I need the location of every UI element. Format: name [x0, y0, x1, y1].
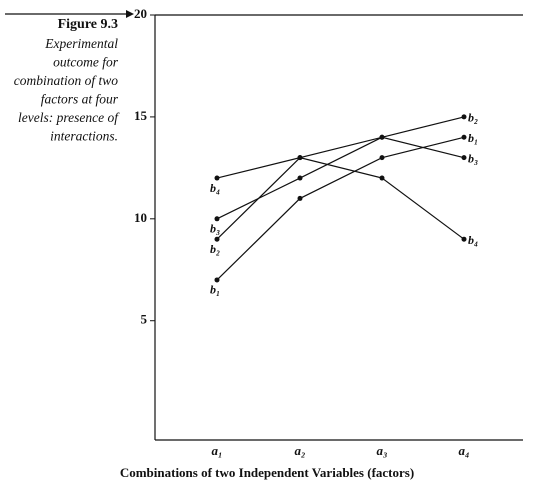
data-point	[461, 114, 467, 120]
data-point	[461, 236, 467, 242]
caption-line: outcome for	[53, 55, 119, 70]
x-tick-label: a₄	[458, 443, 469, 458]
data-point	[214, 216, 220, 222]
series-label-start: b₂	[210, 242, 220, 256]
series-label-end: b₂	[468, 111, 478, 125]
data-point	[297, 195, 303, 201]
caption-line: interactions.	[50, 129, 118, 144]
caption-line: levels: presence of	[18, 110, 120, 125]
series-line	[216, 136, 465, 220]
series-label-start: b₃	[210, 222, 220, 236]
series-label-end: b₁	[468, 131, 478, 145]
y-tick-label: 15	[134, 108, 148, 123]
x-tick-label: a₁	[211, 443, 222, 458]
caption-arrow-head	[126, 10, 134, 18]
y-tick-label: 10	[134, 210, 147, 225]
y-tick-label: 5	[141, 312, 148, 327]
series-line	[216, 157, 465, 240]
x-axis-title: Combinations of two Independent Variable…	[120, 465, 414, 480]
data-point	[214, 175, 220, 181]
series-label-start: b₄	[210, 181, 220, 195]
x-tick-label: a₃	[376, 443, 387, 458]
data-point	[461, 134, 467, 140]
data-point	[461, 155, 467, 161]
caption-line: Experimental	[44, 36, 118, 51]
data-point	[297, 155, 303, 161]
data-point	[214, 236, 220, 242]
y-tick-label: 20	[134, 6, 147, 21]
series-label-start: b₁	[210, 283, 220, 297]
figure-label: Figure 9.3	[58, 17, 118, 32]
data-point	[379, 155, 385, 161]
series-line	[216, 136, 465, 281]
x-tick-label: a₂	[294, 443, 305, 458]
data-point	[379, 175, 385, 181]
data-point	[379, 134, 385, 140]
series-label-end: b₄	[468, 233, 478, 247]
caption-line: factors at four	[41, 92, 119, 107]
data-point	[214, 277, 220, 283]
caption-line: combination of two	[14, 73, 118, 88]
data-point	[297, 175, 303, 181]
series-label-end: b₃	[468, 151, 478, 165]
